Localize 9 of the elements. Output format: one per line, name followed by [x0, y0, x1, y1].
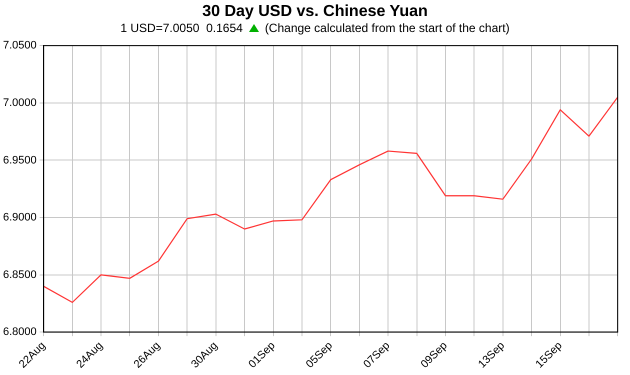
chart-subtitle: 1 USD=7.0050 0.1654	[120, 21, 243, 35]
chart-title: 30 Day USD vs. Chinese Yuan	[201, 2, 429, 21]
text: (Change calculated from the start of the chart)	[264, 21, 510, 35]
y-tick-label: 6.8500	[2, 268, 37, 281]
y-tick-label: 7.0500	[2, 40, 37, 52]
y-tick-label: 6.9500	[2, 154, 37, 166]
y-tick-label: 7.0000	[2, 96, 37, 109]
y-tick-label: 6.9000	[2, 212, 37, 224]
y-tick-label: 6.8000	[2, 326, 37, 338]
